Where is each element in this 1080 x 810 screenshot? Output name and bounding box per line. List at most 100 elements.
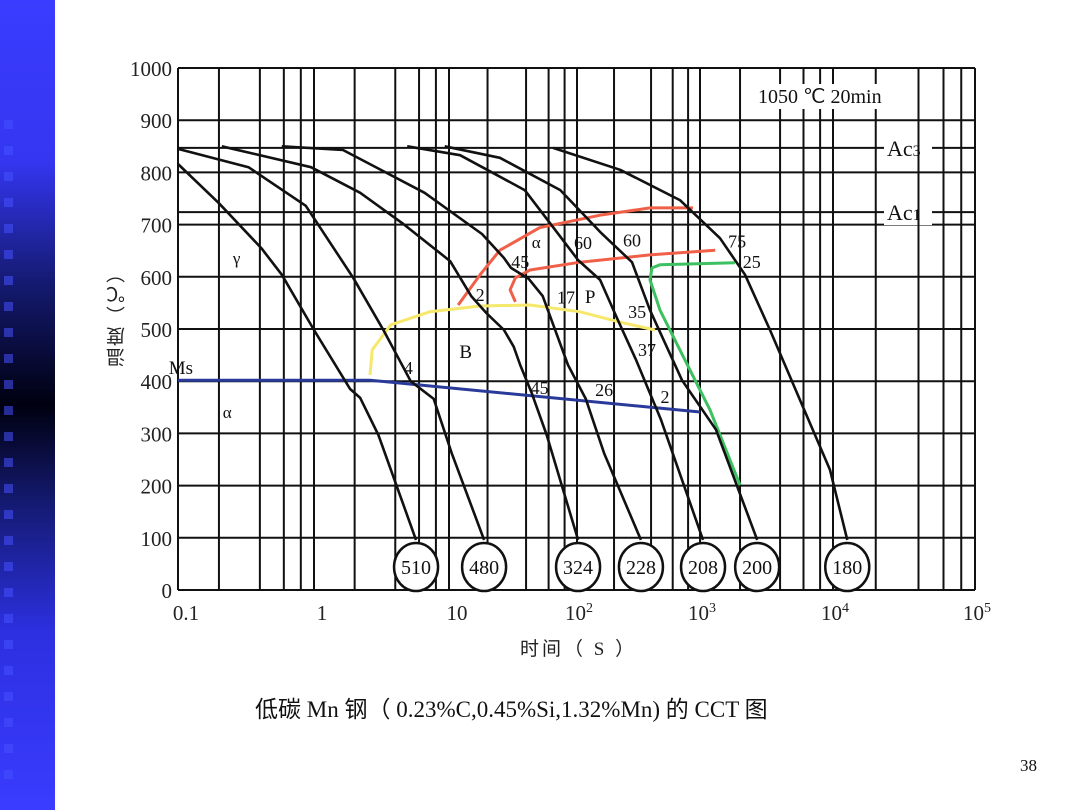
cooling-curve-180	[552, 146, 849, 541]
x-tick-base: 10	[565, 601, 586, 625]
sidebar-decoration	[4, 380, 13, 389]
sidebar-decoration	[4, 666, 13, 675]
austenitizing-condition: 1050 ℃ 20min	[756, 84, 884, 109]
critical-label-bg	[884, 199, 932, 226]
cooling-rate-label: 208	[688, 557, 718, 579]
cooling-curve-228	[281, 145, 643, 541]
annotation-label: 4	[404, 358, 413, 378]
critical-label-ac1: Ac1	[887, 200, 921, 225]
sidebar-decoration	[4, 120, 13, 129]
cooling-rate-circle	[554, 541, 602, 593]
x-tick-base: 0.1	[173, 601, 199, 625]
sidebar-decoration	[4, 328, 13, 337]
y-tick-label: 400	[141, 370, 173, 394]
annotation-label: α	[223, 403, 232, 422]
cooling-curves: 510 480 324 228 208 200 180	[177, 145, 871, 593]
x-tick-exponent: 2	[586, 601, 593, 616]
x-tick-exponent: 5	[984, 601, 991, 616]
annotation-label: α	[532, 233, 541, 252]
sidebar-decoration	[4, 562, 13, 571]
y-tick-label: 600	[141, 266, 173, 290]
annotation-label: 45	[531, 378, 549, 398]
critical-label-main: Ac	[887, 136, 913, 161]
cooling-curve-510	[177, 163, 418, 541]
sidebar-decoration	[4, 692, 13, 701]
annotation-label: 45	[511, 252, 529, 272]
y-tick-label: 0	[162, 579, 173, 603]
sidebar-decoration	[4, 536, 13, 545]
annotation-label: 26	[595, 380, 613, 400]
sidebar-decoration	[4, 172, 13, 181]
annotation-label: 17	[557, 288, 575, 308]
sidebar-decoration	[4, 276, 13, 285]
x-tick-exponent: 3	[709, 601, 716, 616]
page-number: 38	[1020, 756, 1037, 775]
y-tick-label: 500	[141, 318, 173, 342]
cooling-curve-324	[221, 145, 580, 541]
x-tick-base: 1	[317, 601, 328, 625]
x-axis-title: 时间（ S ）	[520, 639, 638, 660]
critical-label-main: Ac	[887, 200, 913, 225]
x-tick-base: 10	[688, 601, 709, 625]
cooling-rate-label: 510	[401, 557, 431, 579]
cooling-rate-circle	[392, 541, 440, 593]
annotation-label: 2	[660, 387, 669, 407]
sidebar-decoration	[4, 614, 13, 623]
annotation-label: Ms	[169, 358, 193, 379]
x-tick-label: 103	[688, 601, 716, 625]
annotation-label: 60	[623, 230, 641, 250]
line-ms	[178, 378, 701, 414]
cooling-curve-480	[177, 147, 486, 541]
sidebar-decoration	[4, 484, 13, 493]
y-tick-label: 700	[141, 214, 173, 238]
cooling-rate-circle	[733, 541, 781, 593]
cooling-rate-label: 200	[742, 557, 772, 579]
annotation-label: γ	[232, 249, 241, 268]
sidebar-decoration	[4, 770, 13, 779]
x-tick-label: 0.1	[173, 601, 199, 625]
critical-label-sub: 1	[913, 207, 921, 224]
critical-label-ac3: Ac3	[887, 136, 921, 161]
cooling-rate-circle	[679, 541, 727, 593]
y-tick-label: 800	[141, 161, 173, 185]
cooling-rate-circle	[824, 541, 871, 593]
transformation-lines	[178, 206, 742, 486]
cooling-curve-200	[444, 145, 759, 541]
sidebar-decoration	[4, 406, 13, 415]
x-tick-base: 10	[963, 601, 984, 625]
critical-label-bg	[884, 134, 932, 161]
cooling-rate-circle	[460, 541, 508, 593]
sidebar-decoration	[4, 432, 13, 441]
annotation-label: 35	[628, 302, 646, 322]
sidebar-decoration	[4, 302, 13, 311]
x-tick-base: 10	[447, 601, 468, 625]
annotation-label: 2	[476, 285, 485, 305]
y-tick-label: 300	[141, 422, 173, 446]
line-ferrite-start	[456, 206, 693, 306]
sidebar-decoration	[4, 458, 13, 467]
x-tick-exponent: 4	[842, 601, 849, 616]
sidebar-decoration	[4, 198, 13, 207]
cooling-rate-circle	[617, 541, 665, 593]
sidebar-decoration	[4, 718, 13, 727]
y-tick-label: 100	[141, 527, 173, 551]
x-tick-label: 102	[565, 601, 593, 625]
x-tick-label: 104	[821, 601, 849, 625]
sidebar-decoration	[4, 588, 13, 597]
slide-sidebar	[0, 0, 55, 810]
line-transformation-end	[648, 261, 742, 486]
annotation-label: 60	[574, 233, 592, 253]
sidebar-decoration	[4, 224, 13, 233]
sidebar-decoration	[4, 354, 13, 363]
annotation-label: B	[459, 342, 472, 363]
sidebar-decoration	[4, 510, 13, 519]
sidebar-decoration	[4, 146, 13, 155]
cooling-rate-label: 180	[832, 557, 862, 579]
y-tick-label: 900	[141, 109, 173, 133]
y-tick-label: 200	[141, 475, 173, 499]
line-pearlite-start	[508, 248, 716, 303]
sidebar-decoration	[4, 744, 13, 753]
annotation-label: 25	[743, 252, 761, 272]
